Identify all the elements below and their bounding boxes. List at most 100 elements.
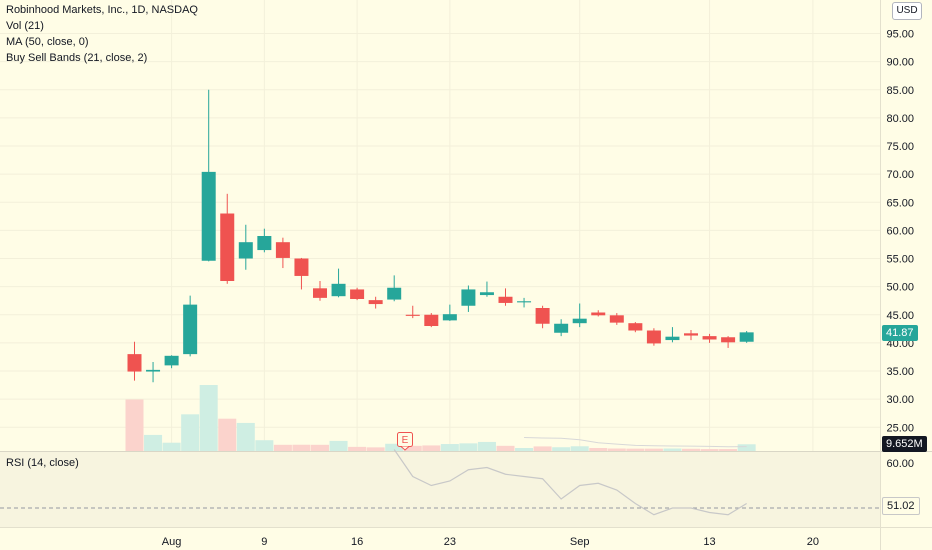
volume-bar [236, 422, 255, 451]
candle-body[interactable] [313, 288, 327, 298]
volume-bar [144, 434, 163, 451]
volume-bar [440, 444, 459, 451]
candle-body[interactable] [535, 308, 550, 324]
time-tick-label: 23 [444, 536, 456, 548]
candle-body[interactable] [702, 336, 717, 340]
candle-body[interactable] [294, 258, 309, 276]
candle-body[interactable] [275, 242, 290, 258]
candles[interactable] [127, 89, 754, 383]
volume-bar [162, 442, 181, 451]
volume-bar [737, 444, 756, 451]
candle-body[interactable] [331, 283, 346, 297]
volume-bars [125, 385, 756, 451]
price-tick-label: 45.00 [886, 310, 914, 322]
earnings-marker-label: E [402, 435, 409, 446]
candle-body[interactable] [739, 332, 754, 342]
candle-body[interactable] [183, 304, 198, 355]
price-tick-label: 25.00 [886, 422, 914, 434]
price-tick-label: 90.00 [886, 57, 914, 69]
indicator-bands-label[interactable]: Buy Sell Bands (21, close, 2) [6, 52, 148, 64]
volume-bar [552, 447, 571, 451]
volume-bar [255, 440, 274, 451]
time-tick-label: 20 [807, 536, 819, 548]
price-axis[interactable]: 25.0030.0035.0040.0045.0050.0055.0060.00… [886, 29, 914, 435]
candle-body[interactable] [424, 314, 439, 326]
volume-bar [570, 446, 589, 451]
candle-body[interactable] [609, 315, 624, 323]
candle-body[interactable] [572, 318, 587, 324]
volume-bar [125, 399, 144, 451]
candle-body[interactable] [628, 323, 643, 331]
volume-bar [199, 385, 218, 451]
last-price-badge: 41.87 [882, 325, 918, 341]
price-tick-label: 30.00 [886, 394, 914, 406]
volume-bar [644, 448, 663, 451]
volume-bar [607, 448, 626, 451]
candle-body[interactable] [238, 242, 253, 259]
volume-bar [533, 446, 552, 451]
volume-bar [515, 448, 534, 451]
earnings-marker[interactable]: E [397, 432, 413, 451]
volume-badge: 9.652M [882, 436, 927, 452]
candle-body[interactable] [461, 289, 476, 306]
price-pane-background [0, 0, 880, 451]
volume-bar [496, 445, 515, 451]
volume-bar [719, 449, 738, 451]
candle-body[interactable] [517, 301, 532, 303]
rsi-axis: 60.00 [886, 458, 914, 470]
rsi-line [393, 449, 747, 516]
price-tick-label: 75.00 [886, 141, 914, 153]
rsi-value-badge: 51.02 [882, 497, 920, 515]
volume-bar [385, 443, 404, 451]
indicator-ma-label[interactable]: MA (50, close, 0) [6, 36, 89, 48]
indicator-volume-label[interactable]: Vol (21) [6, 20, 44, 32]
volume-bar [700, 449, 719, 451]
candle-body[interactable] [201, 171, 216, 261]
volume-bar [348, 446, 367, 451]
time-tick-label: Sep [570, 536, 590, 548]
time-tick-label: 16 [351, 536, 363, 548]
candle-body[interactable] [591, 312, 606, 316]
currency-button[interactable]: USD [892, 2, 922, 20]
candle-body[interactable] [368, 300, 383, 305]
price-tick-label: 95.00 [886, 29, 914, 41]
volume-bar [329, 440, 348, 451]
price-tick-label: 70.00 [886, 169, 914, 181]
volume-bar [403, 445, 422, 451]
volume-bar [459, 443, 478, 451]
price-tick-label: 35.00 [886, 366, 914, 378]
volume-bar [366, 447, 385, 451]
candle-body[interactable] [498, 296, 513, 303]
rsi-tick-label: 60.00 [886, 458, 914, 470]
candle-body[interactable] [442, 314, 457, 321]
rsi-pane [0, 449, 880, 516]
time-axis[interactable]: Aug 9 16 23 Sep 13 20 [162, 536, 819, 548]
candle-body[interactable] [146, 369, 161, 372]
candle-body[interactable] [646, 330, 661, 344]
candle-body[interactable] [721, 337, 736, 343]
time-tick-label: 9 [261, 536, 267, 548]
candle-body[interactable] [220, 213, 235, 282]
price-tick-label: 50.00 [886, 282, 914, 294]
candle-body[interactable] [479, 292, 494, 296]
symbol-title[interactable]: Robinhood Markets, Inc., 1D, NASDAQ [6, 4, 198, 16]
volume-bar [273, 444, 292, 451]
candle-body[interactable] [257, 236, 272, 251]
candle-body[interactable] [684, 333, 698, 336]
candle-body[interactable] [387, 287, 402, 300]
rsi-title[interactable]: RSI (14, close) [6, 457, 79, 469]
price-tick-label: 85.00 [886, 85, 914, 97]
volume-bar [292, 444, 311, 451]
volume-bar [682, 448, 700, 451]
candle-body[interactable] [350, 289, 365, 299]
price-tick-label: 60.00 [886, 225, 914, 237]
candle-body[interactable] [127, 354, 142, 372]
volume-bar [218, 418, 237, 451]
candle-body[interactable] [665, 336, 680, 341]
price-tick-label: 65.00 [886, 197, 914, 209]
candle-body[interactable] [164, 355, 179, 366]
candle-body[interactable] [554, 323, 569, 333]
volume-bar [422, 445, 441, 451]
candle-body[interactable] [405, 314, 420, 316]
